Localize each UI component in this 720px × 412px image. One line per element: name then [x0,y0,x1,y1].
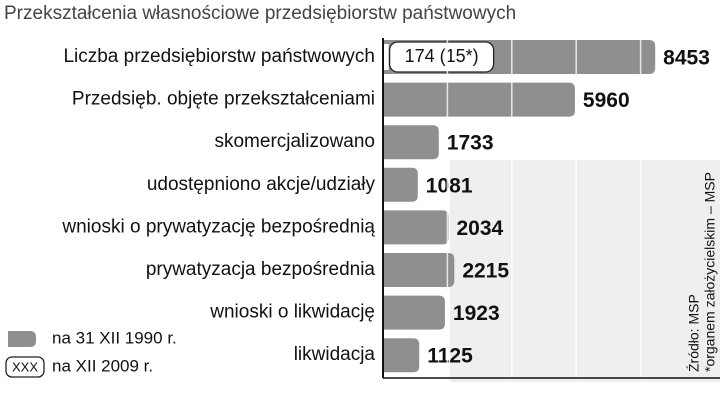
background-panel [450,160,720,382]
value-label: 1081 [426,174,473,197]
chart-title: Przekształcenia własnościowe przedsiębio… [4,3,516,24]
bar [383,125,439,160]
value-label: 2215 [462,260,509,283]
legend-label: na XII 2009 r. [52,356,153,375]
source: Źródło: MSP [686,294,702,372]
bar [383,167,418,202]
value-label: 1733 [447,132,494,155]
value-label-box [388,41,495,73]
bar [383,82,575,117]
bar [383,210,449,245]
value-label: 5960 [583,89,630,112]
category-label: Przedsięb. objęte przekształceniami [72,89,375,110]
value-label: 2034 [456,217,503,240]
category-label: prywatyzacja bezpośrednia [146,259,376,280]
value-label: 1125 [427,345,473,368]
bar [383,338,420,373]
value-label-2009: 174 (15*) [405,46,479,66]
legend-box [5,356,45,378]
category-label: wnioski o prywatyzację bezpośrednią [61,216,375,237]
bar [383,295,445,330]
value-label: 1923 [453,302,500,325]
footnote: *organem założycielskim – MSP [702,172,718,372]
value-label: 8453 [663,47,710,70]
bar [383,253,455,287]
legend-swatch [8,331,36,347]
category-label: wnioski o likwidację [209,302,375,323]
category-label: Liczba przedsiębiorstw państwowych [63,46,375,67]
legend-label: na 31 XII 1990 r. [52,328,177,347]
legend-box-label: XXX [12,359,38,374]
category-label: skomercjalizowano [214,131,375,152]
bar-2009 [383,44,389,70]
category-label: likwidacja [294,344,376,365]
category-label: udostępniono akcje/udziały [147,174,376,195]
